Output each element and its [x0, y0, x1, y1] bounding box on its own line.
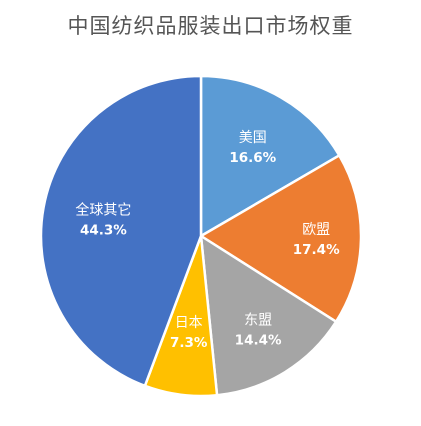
slice-category-label: 日本: [175, 315, 203, 331]
pie-slice-3: [199, 234, 338, 397]
slice-category-label: 欧盟: [302, 222, 330, 238]
slice-value-label: 17.4%: [293, 242, 340, 258]
slice-value-label: 7.3%: [170, 335, 208, 351]
slice-category-label: 美国: [239, 130, 267, 146]
slice-category-label: 东盟: [244, 313, 272, 329]
chart-title: 中国纺织品服装出口市场权重: [67, 14, 354, 38]
slice-value-label: 16.6%: [229, 150, 276, 166]
pie-slice-2: [199, 154, 363, 323]
slice-value-label: 44.3%: [80, 222, 127, 238]
pie-slice-5: [39, 74, 203, 388]
pie-slice-1: [199, 74, 341, 238]
slice-category-label: 全球其它: [75, 201, 131, 218]
slice-value-label: 14.4%: [235, 333, 282, 349]
